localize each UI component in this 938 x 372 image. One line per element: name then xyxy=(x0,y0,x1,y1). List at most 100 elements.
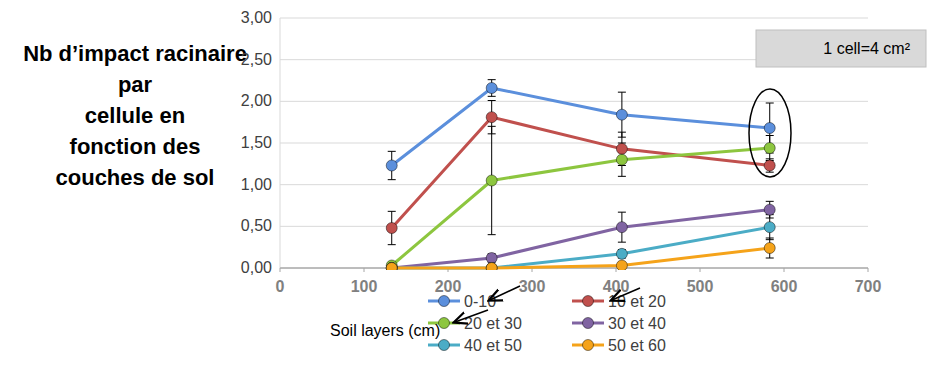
legend-label: 50 et 60 xyxy=(608,337,666,354)
marker xyxy=(764,143,775,154)
marker xyxy=(486,112,497,123)
y-tick-label: 1,50 xyxy=(241,134,272,151)
legend-item: 50 et 60 xyxy=(572,337,666,354)
x-tick xyxy=(784,268,785,272)
series-line xyxy=(392,148,770,266)
marker xyxy=(616,260,627,270)
series-line xyxy=(392,117,770,228)
x-tick-label: 100 xyxy=(351,278,378,295)
series-line xyxy=(392,248,770,268)
marker xyxy=(764,222,775,233)
y-tick-label: 2,00 xyxy=(241,92,272,109)
legend-item: 30 et 40 xyxy=(572,315,666,332)
marker xyxy=(386,263,397,271)
x-tick xyxy=(364,268,365,272)
marker xyxy=(616,143,627,154)
highlight-ellipse xyxy=(749,89,791,177)
x-tick-label: 300 xyxy=(519,278,546,295)
annotation: 1 cell=4 cm² xyxy=(823,40,910,57)
marker xyxy=(616,222,627,233)
error-cap xyxy=(488,96,496,97)
x-tick-label: 0 xyxy=(276,278,285,295)
grid-line xyxy=(280,184,868,185)
error-cap xyxy=(488,234,496,235)
x-tick-label: 700 xyxy=(855,278,882,295)
marker xyxy=(764,160,775,171)
x-tick-label: 600 xyxy=(771,278,798,295)
arrow xyxy=(490,286,520,300)
chart: 0,00 0,50 1,00 1,50 2,00 2,50 3,00 0 100 200 300 40… xyxy=(0,0,938,372)
legend-item: 40 et 50 xyxy=(428,337,522,354)
error-cap xyxy=(388,244,396,245)
x-tick xyxy=(700,268,701,272)
error-cap xyxy=(618,242,626,243)
error-cap xyxy=(766,238,774,239)
error-cap xyxy=(388,211,396,212)
legend-label: 20 et 30 xyxy=(464,315,522,332)
legend-item: 10 et 20 xyxy=(572,293,666,310)
error-cap xyxy=(388,179,396,180)
series-line xyxy=(392,227,770,268)
legend-label: 40 et 50 xyxy=(464,337,522,354)
legend-marker xyxy=(439,296,450,307)
y-axis-line xyxy=(280,18,281,268)
error-cap xyxy=(488,79,496,80)
legend-marker xyxy=(583,318,594,329)
marker xyxy=(486,175,497,186)
marker xyxy=(486,263,497,271)
error-cap xyxy=(618,212,626,213)
legend-marker xyxy=(583,340,594,351)
error-cap xyxy=(618,132,626,133)
y-tick-label: 2,50 xyxy=(241,51,272,68)
x-tick xyxy=(868,268,869,272)
error-cap xyxy=(766,258,774,259)
grid-line xyxy=(280,18,868,19)
marker xyxy=(764,123,775,134)
legend-marker xyxy=(583,296,594,307)
marker xyxy=(486,263,497,271)
x-tick xyxy=(280,268,281,272)
chart-title: Nb d’impact racinaire par cellule en fon… xyxy=(10,38,260,193)
arrow xyxy=(455,310,488,322)
legend-item: 0-10 xyxy=(428,293,496,310)
marker xyxy=(616,109,627,120)
error-cap xyxy=(766,172,774,173)
error-cap xyxy=(618,176,626,177)
marker xyxy=(486,83,497,94)
error-cap xyxy=(766,201,774,202)
marker xyxy=(616,248,627,259)
y-tick-label: 1,00 xyxy=(241,176,272,193)
grid-line xyxy=(280,226,868,227)
marker xyxy=(386,160,397,171)
y-tick-label: 0,50 xyxy=(241,217,272,234)
legend-label: 0-10 xyxy=(464,293,496,310)
legend-item: 20 et 30 xyxy=(428,315,522,332)
marker xyxy=(386,223,397,234)
series-line xyxy=(392,210,770,268)
grid-line xyxy=(280,101,868,102)
y-tick-label: 3,00 xyxy=(241,9,272,26)
x-tick xyxy=(616,268,617,272)
grid-line xyxy=(280,143,868,144)
marker xyxy=(616,154,627,165)
marker xyxy=(486,253,497,264)
marker xyxy=(386,263,397,271)
arrow xyxy=(612,288,640,300)
marker xyxy=(764,204,775,215)
error-cap xyxy=(618,92,626,93)
error-cap xyxy=(488,100,496,101)
x-tick-label: 500 xyxy=(687,278,714,295)
marker xyxy=(386,263,397,271)
y-tick-label: 0,00 xyxy=(241,259,272,276)
legend-label: 10 et 20 xyxy=(608,293,666,310)
legend-marker xyxy=(439,340,450,351)
error-cap xyxy=(488,126,496,127)
marker xyxy=(764,243,775,254)
error-cap xyxy=(766,103,774,104)
annotation-box xyxy=(756,30,926,67)
legend-title: Soil layers (cm) xyxy=(330,322,440,339)
legend-label: 30 et 40 xyxy=(608,315,666,332)
error-cap xyxy=(388,151,396,152)
plot-data xyxy=(386,80,775,270)
x-tick-label: 200 xyxy=(435,278,462,295)
